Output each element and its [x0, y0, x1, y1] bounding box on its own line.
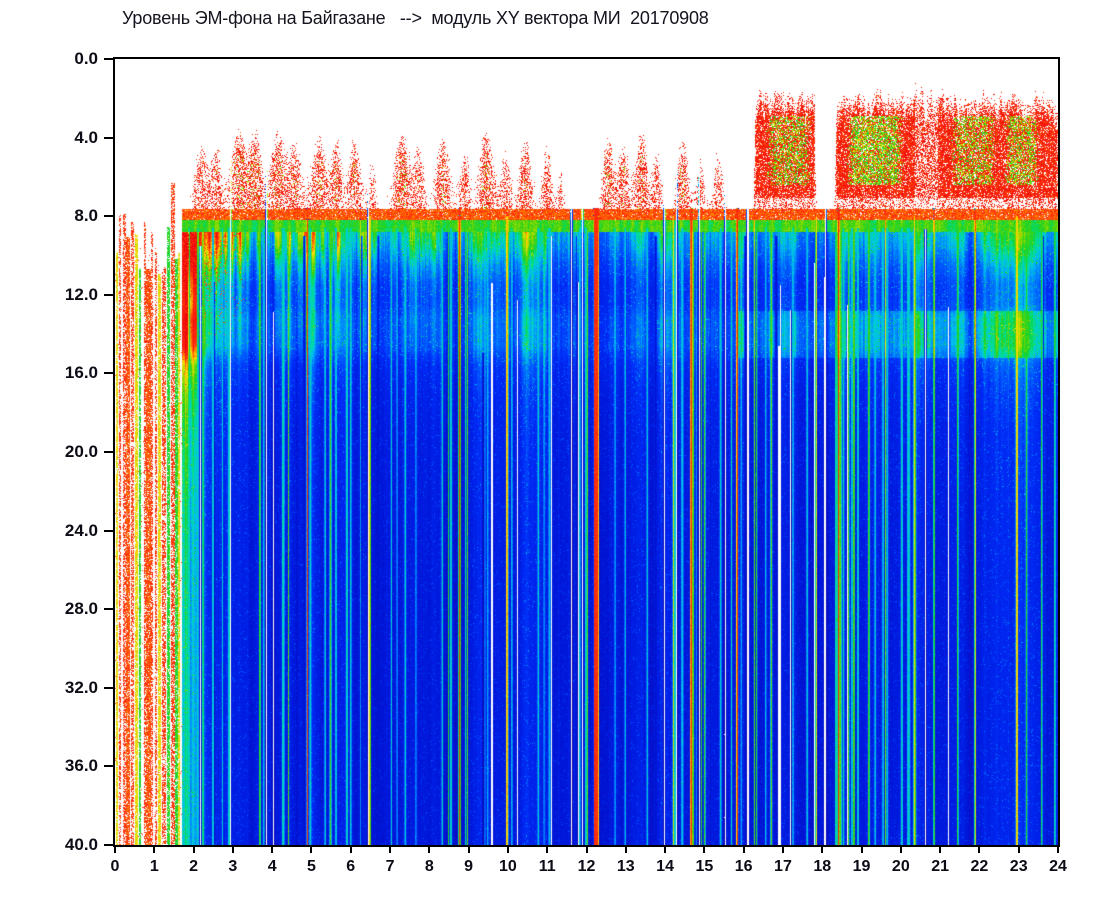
- x-axis-tick: [153, 845, 156, 853]
- x-axis-tick: [742, 845, 745, 853]
- y-axis-tick: [104, 215, 113, 218]
- x-axis-tick: [939, 845, 942, 853]
- x-axis-label: 22: [970, 858, 989, 875]
- x-axis-tick: [349, 845, 352, 853]
- x-axis-tick: [781, 845, 784, 853]
- x-axis-label: 19: [852, 858, 871, 875]
- y-axis-label: 32.0: [64, 677, 98, 697]
- y-axis-tick: [104, 136, 113, 139]
- x-axis-label: 14: [656, 858, 674, 875]
- spectrogram-canvas: [115, 59, 1058, 845]
- plot-frame: [113, 57, 1060, 847]
- x-axis-tick: [1057, 845, 1059, 853]
- x-axis-tick: [310, 845, 313, 853]
- x-axis-label: 18: [813, 858, 832, 875]
- x-axis-tick: [664, 845, 667, 853]
- x-axis-tick: [1017, 845, 1020, 853]
- y-axis-tick: [104, 529, 113, 532]
- x-axis-tick: [467, 845, 470, 853]
- x-axis-label: 5: [307, 858, 316, 875]
- chart-title: Уровень ЭМ-фона на Байгазане --> модуль …: [122, 8, 709, 28]
- y-axis-label: 8.0: [74, 206, 98, 226]
- x-axis-label: 8: [424, 858, 434, 875]
- x-axis-tick: [231, 845, 234, 853]
- x-axis-label: 16: [734, 858, 753, 875]
- x-axis-label: 10: [499, 858, 517, 875]
- x-axis-label: 1: [149, 858, 159, 875]
- y-axis-tick: [104, 58, 113, 60]
- y-axis-tick: [104, 451, 113, 453]
- x-axis-label: 9: [464, 858, 474, 875]
- x-axis-label: 17: [774, 858, 792, 875]
- x-axis-label: 11: [538, 858, 556, 875]
- x-axis-tick: [624, 845, 627, 853]
- y-axis-tick: [104, 686, 113, 689]
- y-axis-label: 12.0: [64, 284, 98, 304]
- x-axis-tick: [114, 845, 116, 853]
- y-axis-label: 0.0: [74, 49, 98, 68]
- x-axis-tick: [546, 845, 549, 853]
- x-axis-label: 13: [616, 858, 635, 875]
- x-axis-tick: [192, 845, 195, 853]
- x-axis-tick: [428, 845, 431, 853]
- y-axis-tick: [104, 293, 113, 296]
- x-axis-label: 3: [228, 858, 238, 875]
- x-axis-label: 20: [891, 858, 910, 875]
- x-axis-tick: [271, 845, 274, 853]
- x-axis-tick: [703, 845, 706, 853]
- y-axis-tick: [104, 765, 113, 768]
- y-axis-label: 24.0: [64, 520, 98, 540]
- x-axis-tick: [860, 845, 863, 853]
- y-axis-label: 20.0: [64, 442, 98, 461]
- y-axis-tick: [104, 608, 113, 611]
- x-axis-tick: [978, 845, 981, 853]
- x-axis-label: 24: [1049, 858, 1067, 875]
- y-axis-label: 28.0: [64, 599, 98, 619]
- y-axis-tick: [104, 372, 113, 375]
- x-axis-label: 2: [189, 858, 199, 875]
- x-axis-label: 4: [267, 858, 277, 875]
- y-axis-label: 4.0: [74, 127, 98, 147]
- x-axis-tick: [389, 845, 392, 853]
- x-axis-label: 7: [385, 858, 395, 875]
- x-axis-tick: [899, 845, 902, 853]
- x-axis-tick: [821, 845, 824, 853]
- x-axis-label: 23: [1009, 858, 1028, 875]
- y-axis-label: 40.0: [64, 835, 98, 854]
- y-axis-label: 36.0: [64, 756, 98, 776]
- x-axis-label: 12: [577, 858, 596, 875]
- x-axis-label: 6: [346, 858, 356, 875]
- x-axis-tick: [506, 845, 509, 853]
- x-axis-label: 15: [695, 858, 714, 875]
- x-axis-tick: [585, 845, 588, 853]
- y-axis-label: 16.0: [64, 363, 98, 383]
- x-axis-label: 0: [110, 858, 120, 875]
- x-axis-label: 21: [931, 858, 950, 875]
- y-axis-tick: [104, 844, 113, 846]
